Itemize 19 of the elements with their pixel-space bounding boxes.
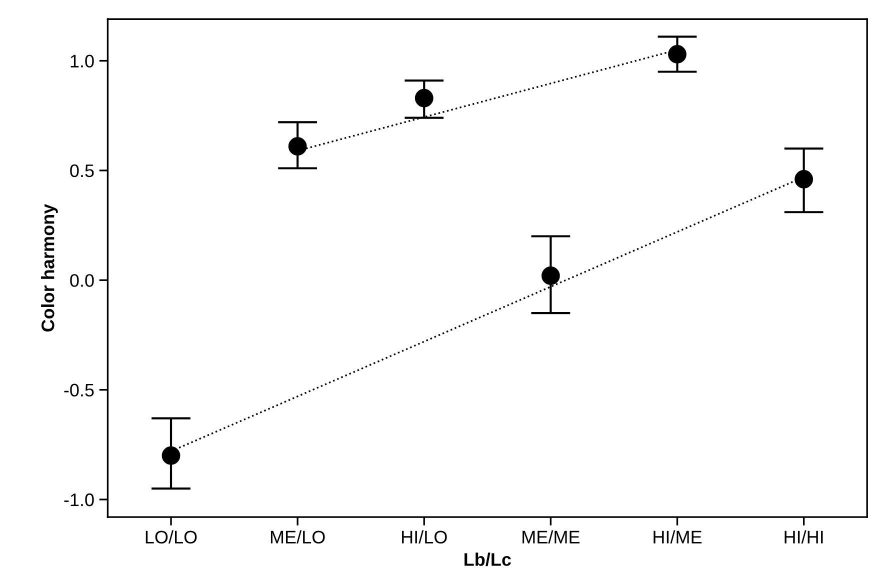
x-axis-title: Lb/Lc <box>464 552 511 566</box>
y-tick-label: 0.0 <box>70 274 94 287</box>
point <box>288 137 307 156</box>
y-axis-title: Color harmony <box>41 204 58 332</box>
point <box>414 88 434 108</box>
x-tick-label: HI/LO <box>402 530 447 544</box>
x-tick-label: ME/ME <box>522 530 580 544</box>
y-tick-label: 0.5 <box>70 164 94 178</box>
x-tick-label: ME/LO <box>270 530 325 544</box>
x-tick-label: HI/HI <box>784 530 823 544</box>
y-tick-label: -0.5 <box>64 384 94 397</box>
y-tick-label: -1.0 <box>64 493 94 506</box>
x-tick-label: LO/LO <box>146 530 197 544</box>
point <box>668 45 686 64</box>
point <box>162 446 180 465</box>
x-tick-label: HI/ME <box>654 530 702 544</box>
y-tick-label: 1.0 <box>70 54 94 68</box>
point <box>541 266 560 285</box>
point <box>794 170 814 188</box>
